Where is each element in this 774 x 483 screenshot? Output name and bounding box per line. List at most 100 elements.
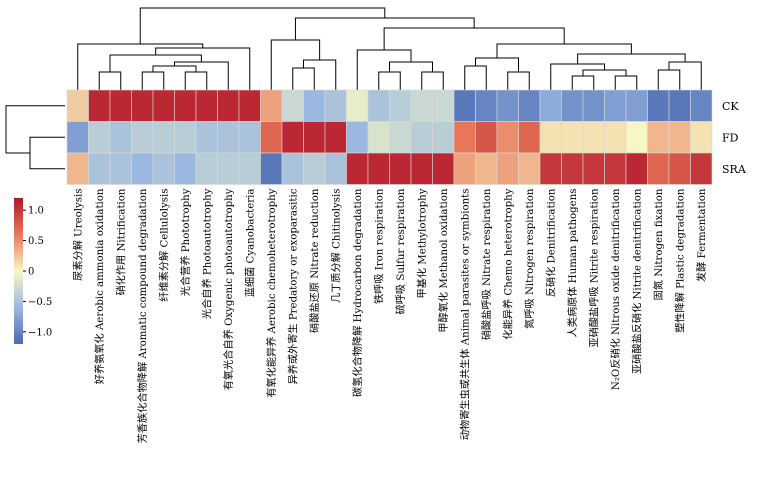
heatmap-cell: [539, 152, 562, 185]
column-label: 芳香族化合物降解 Aromatic compound degradation: [136, 188, 149, 443]
column-label: 硝化作用 Nitrification: [114, 188, 127, 295]
column-label: 好养氨氧化 Aerobic ammonia oxidation: [93, 188, 106, 384]
heatmap-cell: [152, 152, 175, 185]
column-label: 氮呼吸 Nitrogen respiration: [523, 188, 536, 329]
dendrogram-link: [29, 136, 65, 170]
heatmap-cell: [346, 121, 369, 154]
column-label: 蓝细菌 Cyanobacteria: [243, 189, 256, 298]
column-label: 硝酸盐还原 Nitrate reduction: [308, 188, 321, 333]
column-label: 有氧光合自养 Oxygenic photoautotrophy: [222, 188, 235, 390]
heatmap-cell: [346, 89, 369, 122]
heatmap-cell: [453, 89, 476, 122]
heatmap-cell: [561, 89, 584, 122]
column-label: 亚硝酸盐反硝化 Nitrite denitrification: [630, 188, 643, 374]
dendrogram-link: [389, 61, 433, 72]
heatmap-cell: [152, 89, 175, 122]
dendrogram-link: [155, 47, 251, 90]
heatmap-cell: [238, 152, 261, 185]
column-label: 有氧化能异养 Aerobic chemoheterotrophy: [265, 188, 278, 397]
heatmap-cell: [195, 89, 218, 122]
heatmap-cell: [131, 152, 154, 185]
heatmap-cell: [604, 152, 627, 185]
heatmap-cell: [518, 152, 541, 185]
dendrogram-link: [378, 71, 401, 90]
column-label: 异养或外寄生 Predatory or exoparasitic: [286, 188, 299, 384]
dendrogram-link: [303, 59, 337, 90]
colorbar-ticks: 1.0 0.5 0 −0.5 −1.0: [23, 206, 52, 338]
colorbar-tick-label: −0.5: [28, 297, 52, 308]
heatmap-cell: [518, 89, 541, 122]
column-label: 硝酸盐呼吸 Nitrate respiration: [480, 188, 493, 340]
dendrogram-link: [421, 71, 444, 90]
dendrogram-link: [270, 39, 321, 90]
column-label: 人类病原体 Human pathogens: [566, 189, 579, 338]
heatmap-cell: [109, 152, 132, 185]
colorbar: [14, 198, 23, 344]
heatmap-cell: [410, 121, 433, 154]
heatmap-cell: [324, 89, 347, 122]
dendrogram-link: [464, 65, 487, 90]
dendrogram-link: [356, 49, 412, 90]
heatmap-cell: [389, 152, 412, 185]
heatmap-cell: [260, 121, 283, 154]
heatmap-cell: [303, 121, 326, 154]
heatmap-cell: [174, 152, 197, 185]
dendrogram-link: [109, 54, 202, 72]
heatmap-cell: [66, 152, 89, 185]
heatmap-cell: [389, 121, 412, 154]
heatmap-cell: [475, 152, 498, 185]
dendrogram-link: [77, 43, 204, 90]
heatmap-cell: [625, 89, 648, 122]
heatmap-cell: [604, 89, 627, 122]
column-label: 碳氢化合物降解 Hydrocarbon degradation: [351, 188, 364, 397]
column-label: 动物寄生虫或共生体 Animal parasites or symbionts: [458, 189, 471, 441]
column-label: 硫呼吸 Sulfur respiration: [394, 188, 407, 314]
dendrogram-link: [507, 71, 530, 90]
column-dendrogram: [77, 7, 702, 90]
heatmap-cell: [346, 152, 369, 185]
column-label: 塑性降解 Plastic degradation: [673, 188, 686, 333]
heatmap-cell: [561, 152, 584, 185]
column-labels: 尿素分解 Ureolysis 好养氨氧化 Aerobic ammonia oxid…: [71, 188, 708, 443]
dendrogram-link: [668, 61, 702, 90]
heatmap-cell: [561, 121, 584, 154]
colorbar-tick-label: 0.5: [28, 236, 44, 247]
heatmap-cell: [475, 89, 498, 122]
heatmap-cell: [131, 89, 154, 122]
heatmap-cell: [496, 121, 519, 154]
heatmap-cell: [410, 89, 433, 122]
heatmap-cell: [668, 89, 691, 122]
dendrogram-link: [184, 71, 208, 90]
heatmap-cell: [281, 121, 304, 154]
heatmap-cell: [690, 152, 713, 185]
heatmap-cell: [582, 152, 605, 185]
dendrogram-link: [152, 65, 197, 72]
heatmap-cell: [518, 121, 541, 154]
dendrogram-link: [383, 27, 565, 50]
dendrogram-link: [294, 17, 475, 40]
heatmap-cell: [647, 152, 670, 185]
heatmap-cell: [625, 152, 648, 185]
heatmap-cell: [66, 89, 89, 122]
dendrogram-link: [582, 69, 627, 76]
colorbar-tick-label: 1.0: [28, 206, 44, 217]
heatmap-cell: [303, 89, 326, 122]
heatmap-cell: [432, 121, 455, 154]
column-label: 几丁质分解 Chitinolysis: [329, 189, 342, 304]
heatmap-cell: [281, 152, 304, 185]
heatmap-cell: [539, 121, 562, 154]
heatmap-cell: [496, 89, 519, 122]
heatmap-cell: [195, 152, 218, 185]
heatmap-cell: [690, 89, 713, 122]
heatmap-cell: [647, 121, 670, 154]
column-label: 甲醇氧化 Methanol oxidation: [437, 188, 450, 333]
heatmap-cell: [389, 89, 412, 122]
column-label: 固氮 Nitrogen fixation: [652, 188, 665, 300]
heatmap-cell: [217, 152, 240, 185]
row-label: SRA: [722, 163, 747, 176]
heatmap-cell: [367, 121, 390, 154]
column-label: 甲基化 Methylotrophy: [415, 188, 428, 298]
heatmap-cell: [131, 121, 154, 154]
dendrogram-link: [614, 75, 638, 90]
column-label: 纤维素分解 Cellulolysis: [157, 189, 170, 302]
